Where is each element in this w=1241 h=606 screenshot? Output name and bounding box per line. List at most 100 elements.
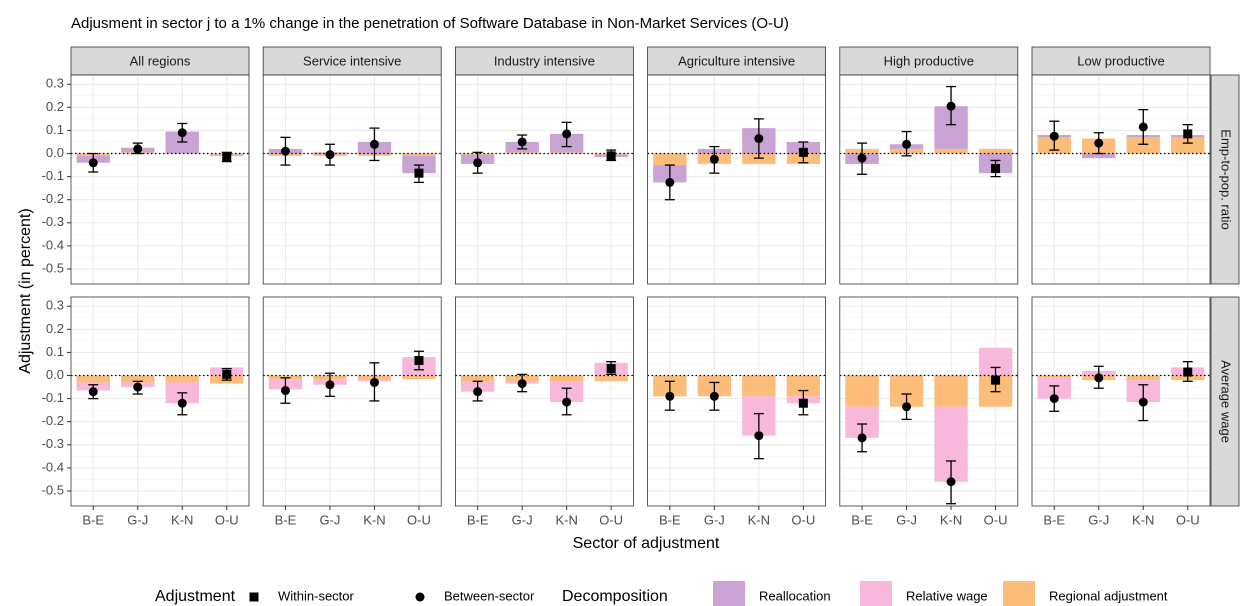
legend-label: Relative wage — [906, 588, 988, 603]
y-tick-label: 0.1 — [46, 344, 64, 359]
point — [754, 134, 764, 144]
x-tick-label: B-E — [275, 512, 297, 527]
x-tick-label: B-E — [467, 512, 489, 527]
panel-border — [262, 74, 442, 285]
x-tick-label: O-U — [407, 512, 431, 527]
point — [88, 158, 98, 168]
y-tick-label: -0.1 — [42, 390, 64, 405]
x-tick-label: G-J — [1088, 512, 1109, 527]
point — [369, 139, 379, 149]
point — [1183, 367, 1193, 377]
x-tick-label: K-N — [363, 512, 385, 527]
strip — [1210, 296, 1240, 507]
point — [709, 154, 719, 164]
point — [325, 380, 335, 390]
panel-border — [839, 296, 1019, 507]
point — [280, 386, 290, 396]
point — [798, 147, 808, 157]
point — [1049, 394, 1059, 404]
row-label: Emp-to-pop. ratio — [1219, 129, 1234, 229]
bar-segment — [460, 375, 495, 382]
y-axis-title: Adjustment (in percent) — [17, 208, 34, 373]
column-label: Industry intensive — [494, 53, 595, 68]
point — [222, 369, 232, 379]
point — [798, 398, 808, 408]
bar-segment — [505, 152, 539, 154]
panel — [1032, 297, 1210, 506]
point — [517, 379, 527, 389]
x-tick-label: G-J — [704, 512, 725, 527]
column-label: Low productive — [1077, 53, 1164, 68]
point — [991, 164, 1001, 174]
bar-segment — [1126, 137, 1160, 154]
y-tick-label: -0.5 — [42, 260, 64, 275]
point — [665, 177, 675, 187]
point — [414, 356, 424, 366]
point — [1049, 131, 1059, 141]
x-tick-label: B-E — [851, 512, 873, 527]
bar-segment — [76, 375, 110, 383]
point — [562, 129, 572, 139]
bar-segment — [549, 152, 584, 154]
bar-segment — [549, 375, 584, 382]
panel — [1032, 75, 1210, 284]
x-tick-label: B-E — [1043, 512, 1065, 527]
legend-title: Decomposition — [562, 588, 668, 605]
legend-symbol — [415, 592, 425, 602]
panel — [455, 297, 634, 506]
panel — [455, 75, 634, 284]
y-tick-label: -0.3 — [42, 214, 64, 229]
panel-border — [1031, 74, 1211, 285]
bar-segment — [934, 148, 968, 154]
point — [1138, 122, 1148, 132]
y-tick-label: 0.2 — [46, 321, 64, 336]
bar-segment — [845, 375, 879, 407]
x-tick-label: O-U — [1176, 512, 1200, 527]
bar-segment — [978, 148, 1013, 154]
x-tick-label: G-J — [319, 512, 340, 527]
point — [222, 152, 232, 162]
strip — [70, 46, 250, 76]
panel-border — [1031, 296, 1211, 507]
point — [325, 150, 335, 160]
legend-label: Regional adjustment — [1049, 588, 1168, 603]
point — [709, 391, 719, 401]
point — [177, 398, 187, 408]
x-tick-label: O-U — [599, 512, 623, 527]
point — [369, 377, 379, 387]
point — [946, 101, 956, 111]
panel-border — [454, 74, 634, 285]
panel-border — [454, 296, 634, 507]
strip — [1210, 74, 1240, 285]
point — [280, 146, 290, 156]
legend-symbol — [249, 592, 259, 602]
x-tick-label: K-N — [1132, 512, 1154, 527]
point — [991, 375, 1001, 385]
x-tick-label: K-N — [171, 512, 193, 527]
point — [1138, 397, 1148, 407]
point — [133, 382, 143, 392]
x-tick-label: B-E — [82, 512, 104, 527]
bar-segment — [165, 375, 199, 383]
bar-segment — [786, 375, 821, 397]
bar-segment — [594, 375, 628, 382]
point — [857, 153, 867, 163]
x-tick-label: B-E — [659, 512, 681, 527]
panel-border — [647, 296, 826, 507]
x-tick-label: O-U — [215, 512, 239, 527]
y-tick-label: 0.1 — [46, 122, 64, 137]
x-tick-label: K-N — [940, 512, 962, 527]
y-tick-label: 0.0 — [46, 145, 64, 160]
row-label: Average wage — [1219, 360, 1234, 443]
point — [857, 433, 867, 443]
chart-title: Adjusment in sector j to a 1% change in … — [71, 15, 789, 32]
point — [473, 158, 483, 168]
y-tick-label: 0.2 — [46, 99, 64, 114]
strip — [454, 46, 634, 76]
y-tick-label: -0.4 — [42, 237, 64, 252]
bar-segment — [1171, 137, 1205, 154]
bar-segment — [1037, 375, 1071, 378]
point — [606, 364, 616, 374]
panel — [71, 297, 249, 506]
